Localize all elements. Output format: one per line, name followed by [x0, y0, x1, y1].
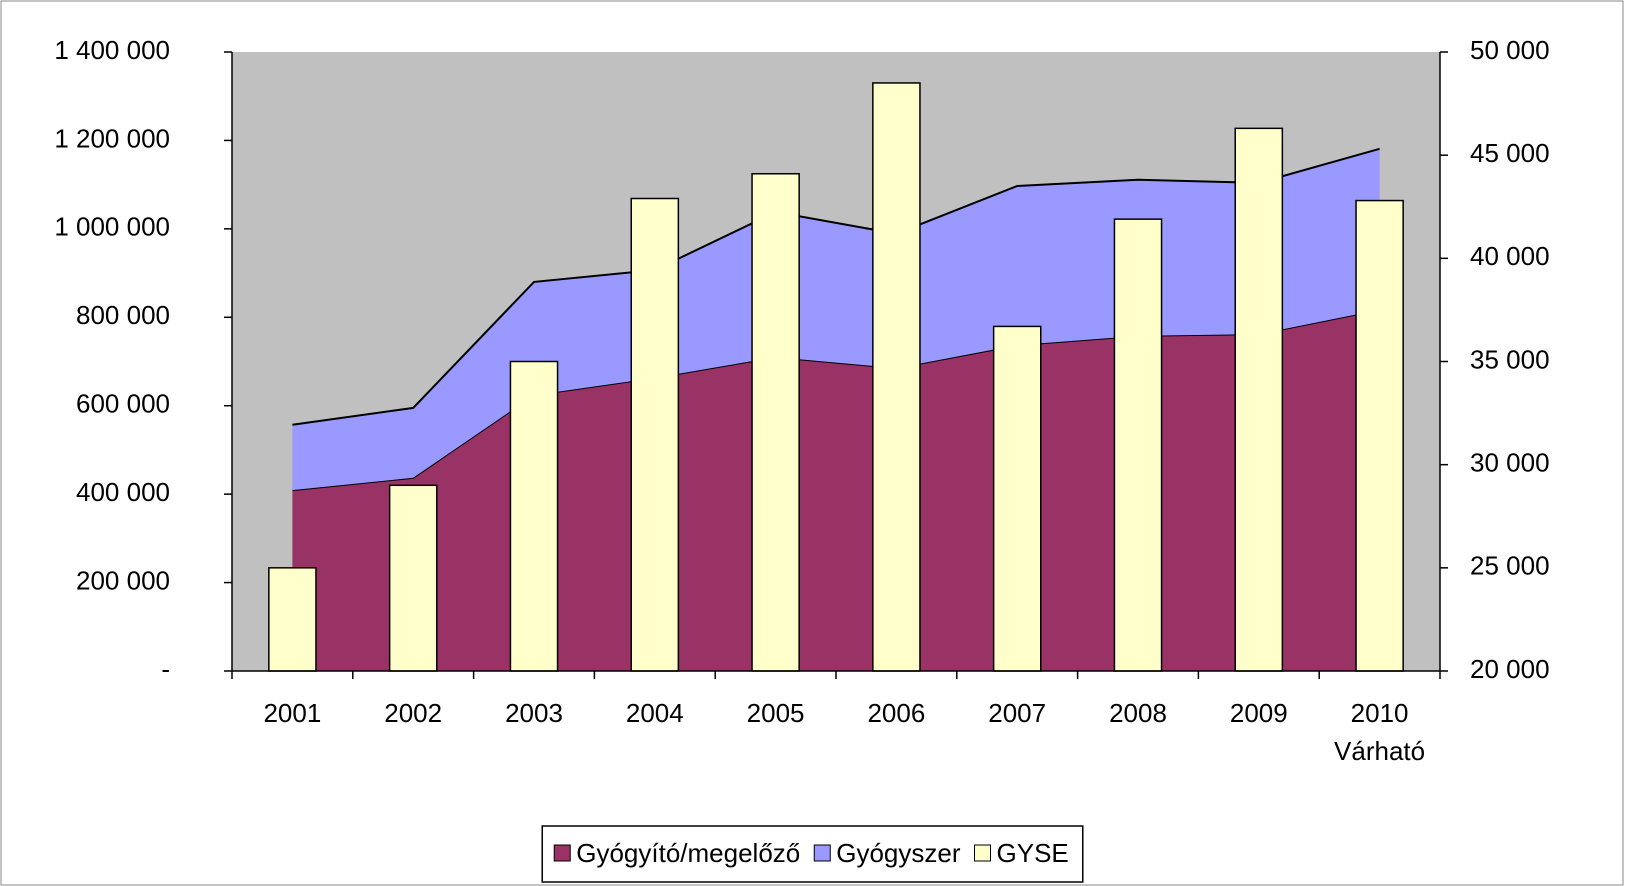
y-tick-label: 800 000 — [76, 300, 170, 330]
y2-tick-label: 20 000 — [1470, 654, 1550, 684]
legend-swatch — [553, 844, 571, 862]
y-tick-label: 400 000 — [76, 477, 170, 507]
legend-label: Gyógyító/megelőző — [576, 838, 800, 868]
bar — [630, 197, 680, 672]
y-tick-label: 1 000 000 — [54, 212, 170, 242]
y-tick-label: 600 000 — [76, 389, 170, 419]
bar — [1113, 218, 1163, 672]
bar — [992, 325, 1042, 672]
x-tick-label: 2001 — [263, 698, 321, 728]
y-tick-label: - — [161, 654, 170, 684]
x-tick-label: 2010 — [1351, 698, 1409, 728]
x-tick-label: 2005 — [747, 698, 805, 728]
x-tick-label: 2007 — [988, 698, 1046, 728]
legend-swatch — [974, 844, 992, 862]
legend-label: GYSE — [997, 838, 1069, 868]
y2-tick-label: 25 000 — [1470, 551, 1550, 581]
bar — [388, 484, 438, 672]
legend-label: Gyógyszer — [836, 838, 961, 868]
x-tick-label: 2003 — [505, 698, 563, 728]
bar — [509, 360, 559, 672]
y2-tick-label: 35 000 — [1470, 344, 1550, 374]
x-tick-label: 2008 — [1109, 698, 1167, 728]
x-tick-label: 2009 — [1230, 698, 1288, 728]
bar — [1355, 199, 1404, 672]
y2-tick-label: 50 000 — [1470, 35, 1550, 65]
area — [292, 309, 1380, 671]
bar — [872, 82, 921, 672]
y-tick-label: 1 200 000 — [54, 123, 170, 153]
area-edge — [292, 147, 1380, 426]
y-tick-label: 200 000 — [76, 565, 170, 595]
area — [292, 148, 1380, 491]
bar — [751, 172, 800, 672]
y2-tick-label: 40 000 — [1470, 241, 1550, 271]
y2-tick-label: 30 000 — [1470, 448, 1550, 478]
bar — [268, 567, 317, 672]
x-annotation: Várható — [1334, 736, 1425, 766]
y-tick-label: 1 400 000 — [54, 35, 170, 65]
bar — [1234, 127, 1284, 672]
legend — [541, 825, 1084, 883]
x-tick-label: 2002 — [384, 698, 442, 728]
x-tick-label: 2004 — [626, 698, 684, 728]
legend-swatch — [813, 844, 831, 862]
x-tick-label: 2006 — [867, 698, 925, 728]
y2-tick-label: 45 000 — [1470, 138, 1550, 168]
